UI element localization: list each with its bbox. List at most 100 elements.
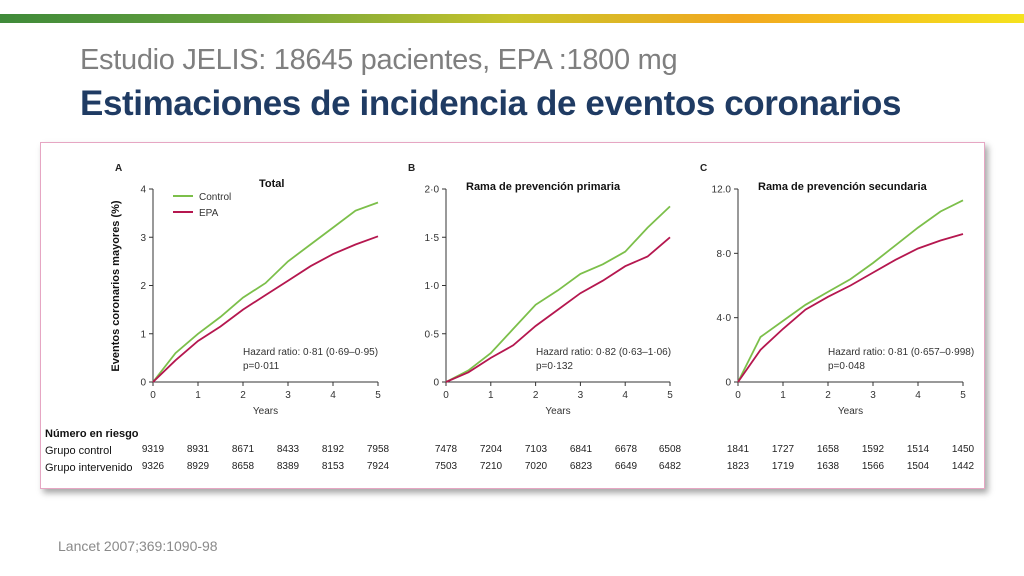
panel-title: Rama de prevención secundaria xyxy=(758,181,928,193)
x-tick-label: 0 xyxy=(443,390,449,401)
panel-letter: B xyxy=(408,163,415,174)
risk-value-epa: 1566 xyxy=(862,461,885,472)
risk-value-epa: 9326 xyxy=(142,461,165,472)
p-value-label: p=0·132 xyxy=(536,361,573,372)
series-line-control xyxy=(152,201,379,383)
risk-value-epa: 8929 xyxy=(187,461,210,472)
risk-value-epa: 1504 xyxy=(907,461,930,472)
x-tick-label: 0 xyxy=(150,390,156,401)
y-tick-label: 8·0 xyxy=(717,249,732,260)
x-tick-label: 3 xyxy=(578,390,584,401)
citation: Lancet 2007;369:1090-98 xyxy=(58,538,218,554)
p-value-label: p=0·048 xyxy=(828,361,865,372)
risk-table-heading: Número en riesgo xyxy=(45,428,139,440)
risk-value-control: 9319 xyxy=(142,444,165,455)
x-tick-label: 1 xyxy=(780,390,786,401)
hazard-ratio-label: Hazard ratio: 0·82 (0·63–1·06) xyxy=(536,347,671,358)
x-tick-label: 5 xyxy=(960,390,966,401)
hazard-ratio-label: Hazard ratio: 0·81 (0·657–0·998) xyxy=(828,347,974,358)
y-axis-label: Eventos coronarios mayores (%) xyxy=(110,200,122,372)
x-tick-label: 5 xyxy=(667,390,673,401)
y-tick-label: 4 xyxy=(140,185,146,196)
chart-svg: A 0 1 2 3 4 0 1 2 3 4 5 Years Total Control EPA Hazard r… xyxy=(45,163,975,474)
risk-value-epa: 6482 xyxy=(659,461,682,472)
risk-value-control: 8671 xyxy=(232,444,255,455)
risk-value-control: 6678 xyxy=(615,444,638,455)
x-tick-label: 4 xyxy=(622,390,628,401)
p-value-label: p=0·011 xyxy=(243,361,280,372)
accent-gradient-bar xyxy=(0,14,1024,23)
y-tick-label: 1·5 xyxy=(425,233,440,244)
hazard-ratio-label: Hazard ratio: 0·81 (0·69–0·95) xyxy=(243,347,378,358)
x-tick-label: 5 xyxy=(375,390,381,401)
risk-value-control: 8433 xyxy=(277,444,300,455)
series-line-epa xyxy=(152,235,379,383)
series-line-control xyxy=(737,199,964,383)
y-tick-label: 1·0 xyxy=(425,281,440,292)
risk-value-epa: 1823 xyxy=(727,461,750,472)
risk-value-control: 1592 xyxy=(862,444,885,455)
x-tick-label: 2 xyxy=(825,390,831,401)
x-axis-label: Years xyxy=(253,406,278,417)
x-axis-label: Years xyxy=(545,406,570,417)
panel-letter: C xyxy=(700,163,707,174)
risk-value-control: 1658 xyxy=(817,444,840,455)
y-tick-label: 0 xyxy=(140,378,146,389)
slide-subtitle: Estudio JELIS: 18645 pacientes, EPA :180… xyxy=(80,44,678,76)
risk-value-control: 6508 xyxy=(659,444,682,455)
x-tick-label: 0 xyxy=(735,390,741,401)
y-tick-label: 4·0 xyxy=(717,313,732,324)
y-tick-label: 1 xyxy=(140,329,146,340)
risk-value-control: 6841 xyxy=(570,444,593,455)
risk-value-epa: 1638 xyxy=(817,461,840,472)
risk-value-epa: 7924 xyxy=(367,461,390,472)
x-tick-label: 1 xyxy=(488,390,494,401)
legend-label-control: Control xyxy=(199,192,231,203)
risk-value-epa: 1442 xyxy=(952,461,975,472)
y-tick-label: 12.0 xyxy=(712,185,732,196)
risk-value-epa: 7210 xyxy=(480,461,503,472)
panel-title: Total xyxy=(259,178,284,190)
risk-value-epa: 6823 xyxy=(570,461,593,472)
panel-title: Rama de prevención primaria xyxy=(466,181,621,193)
series-line-epa xyxy=(445,236,671,383)
y-tick-label: 2 xyxy=(140,281,146,292)
risk-value-control: 1727 xyxy=(772,444,795,455)
figure-panel: A 0 1 2 3 4 0 1 2 3 4 5 Years Total Control EPA Hazard r… xyxy=(40,142,985,489)
x-tick-label: 3 xyxy=(285,390,291,401)
risk-value-epa: 8658 xyxy=(232,461,255,472)
x-tick-label: 4 xyxy=(915,390,921,401)
risk-row-label-control: Grupo control xyxy=(45,445,112,457)
x-axis-label: Years xyxy=(838,406,863,417)
panel-letter: A xyxy=(115,163,122,174)
risk-value-control: 8931 xyxy=(187,444,210,455)
risk-value-epa: 8153 xyxy=(322,461,345,472)
y-tick-label: 2·0 xyxy=(425,185,440,196)
series-line-epa xyxy=(737,233,964,383)
x-tick-label: 4 xyxy=(330,390,336,401)
risk-value-control: 7958 xyxy=(367,444,390,455)
risk-value-control: 1514 xyxy=(907,444,930,455)
risk-value-control: 7103 xyxy=(525,444,548,455)
y-tick-label: 0·5 xyxy=(425,329,440,340)
y-tick-label: 0 xyxy=(433,378,439,389)
x-tick-label: 2 xyxy=(533,390,539,401)
y-tick-label: 0 xyxy=(725,378,731,389)
risk-value-epa: 6649 xyxy=(615,461,638,472)
legend-label-epa: EPA xyxy=(199,208,219,219)
x-tick-label: 1 xyxy=(195,390,201,401)
risk-value-epa: 7020 xyxy=(525,461,548,472)
risk-value-control: 1450 xyxy=(952,444,975,455)
risk-value-epa: 8389 xyxy=(277,461,300,472)
risk-value-control: 7204 xyxy=(480,444,503,455)
risk-value-control: 1841 xyxy=(727,444,750,455)
risk-value-epa: 7503 xyxy=(435,461,458,472)
x-tick-label: 2 xyxy=(240,390,246,401)
risk-value-control: 8192 xyxy=(322,444,345,455)
slide-title: Estimaciones de incidencia de eventos co… xyxy=(80,84,902,123)
x-tick-label: 3 xyxy=(870,390,876,401)
risk-row-label-epa: Grupo intervenido xyxy=(45,462,132,474)
risk-value-control: 7478 xyxy=(435,444,458,455)
y-tick-label: 3 xyxy=(140,233,146,244)
series-line-control xyxy=(445,205,671,383)
